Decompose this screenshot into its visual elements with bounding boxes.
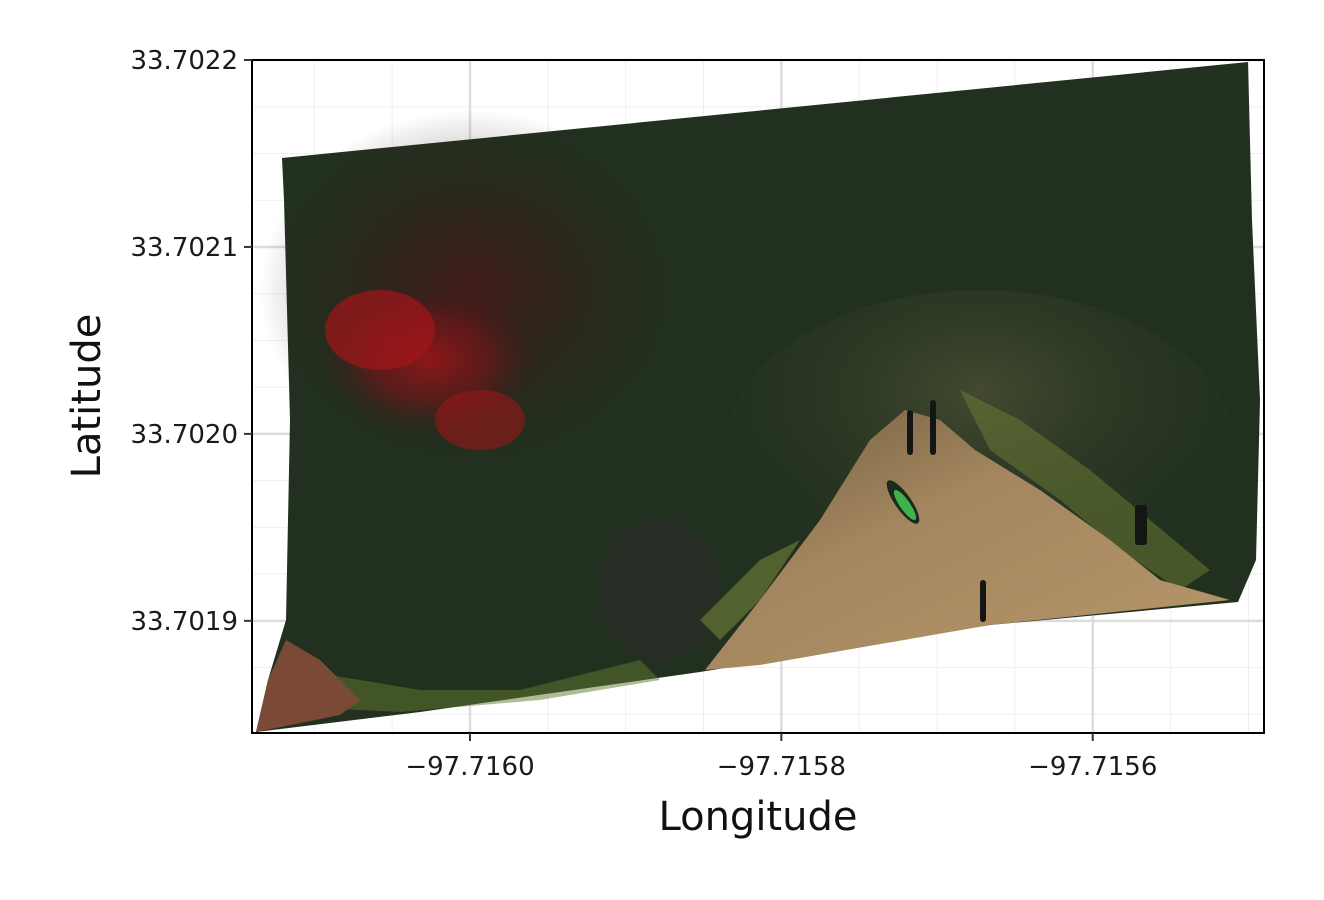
red-plume-core	[325, 290, 435, 370]
aerial-image	[256, 62, 1260, 732]
y-tick-label: 33.7022	[130, 46, 238, 76]
x-axis-title: Longitude	[659, 794, 858, 840]
plot-border	[251, 59, 1265, 734]
vegetation-shore	[700, 540, 800, 640]
sand-peninsula	[705, 410, 1230, 670]
y-axis-title: Latitude	[64, 314, 110, 479]
kayak	[886, 480, 920, 524]
red-plume-tail	[435, 390, 525, 450]
shore-corner-rock	[256, 640, 360, 732]
people-shadows	[907, 400, 1147, 622]
vegetation-bottom	[300, 660, 660, 712]
x-tick-label: −97.7158	[717, 752, 846, 782]
y-tick-label: 33.7019	[130, 607, 238, 637]
vegetation-right	[960, 390, 1210, 590]
y-axis: 33.7022 33.7021 33.7020 33.7019	[130, 46, 252, 637]
x-tick-label: −97.7160	[405, 752, 534, 782]
y-tick-label: 33.7020	[130, 420, 238, 450]
dark-water	[600, 520, 720, 660]
x-tick-label: −97.7156	[1028, 752, 1157, 782]
x-axis: −97.7160 −97.7158 −97.7156	[405, 733, 1157, 782]
y-tick-label: 33.7021	[130, 233, 238, 263]
